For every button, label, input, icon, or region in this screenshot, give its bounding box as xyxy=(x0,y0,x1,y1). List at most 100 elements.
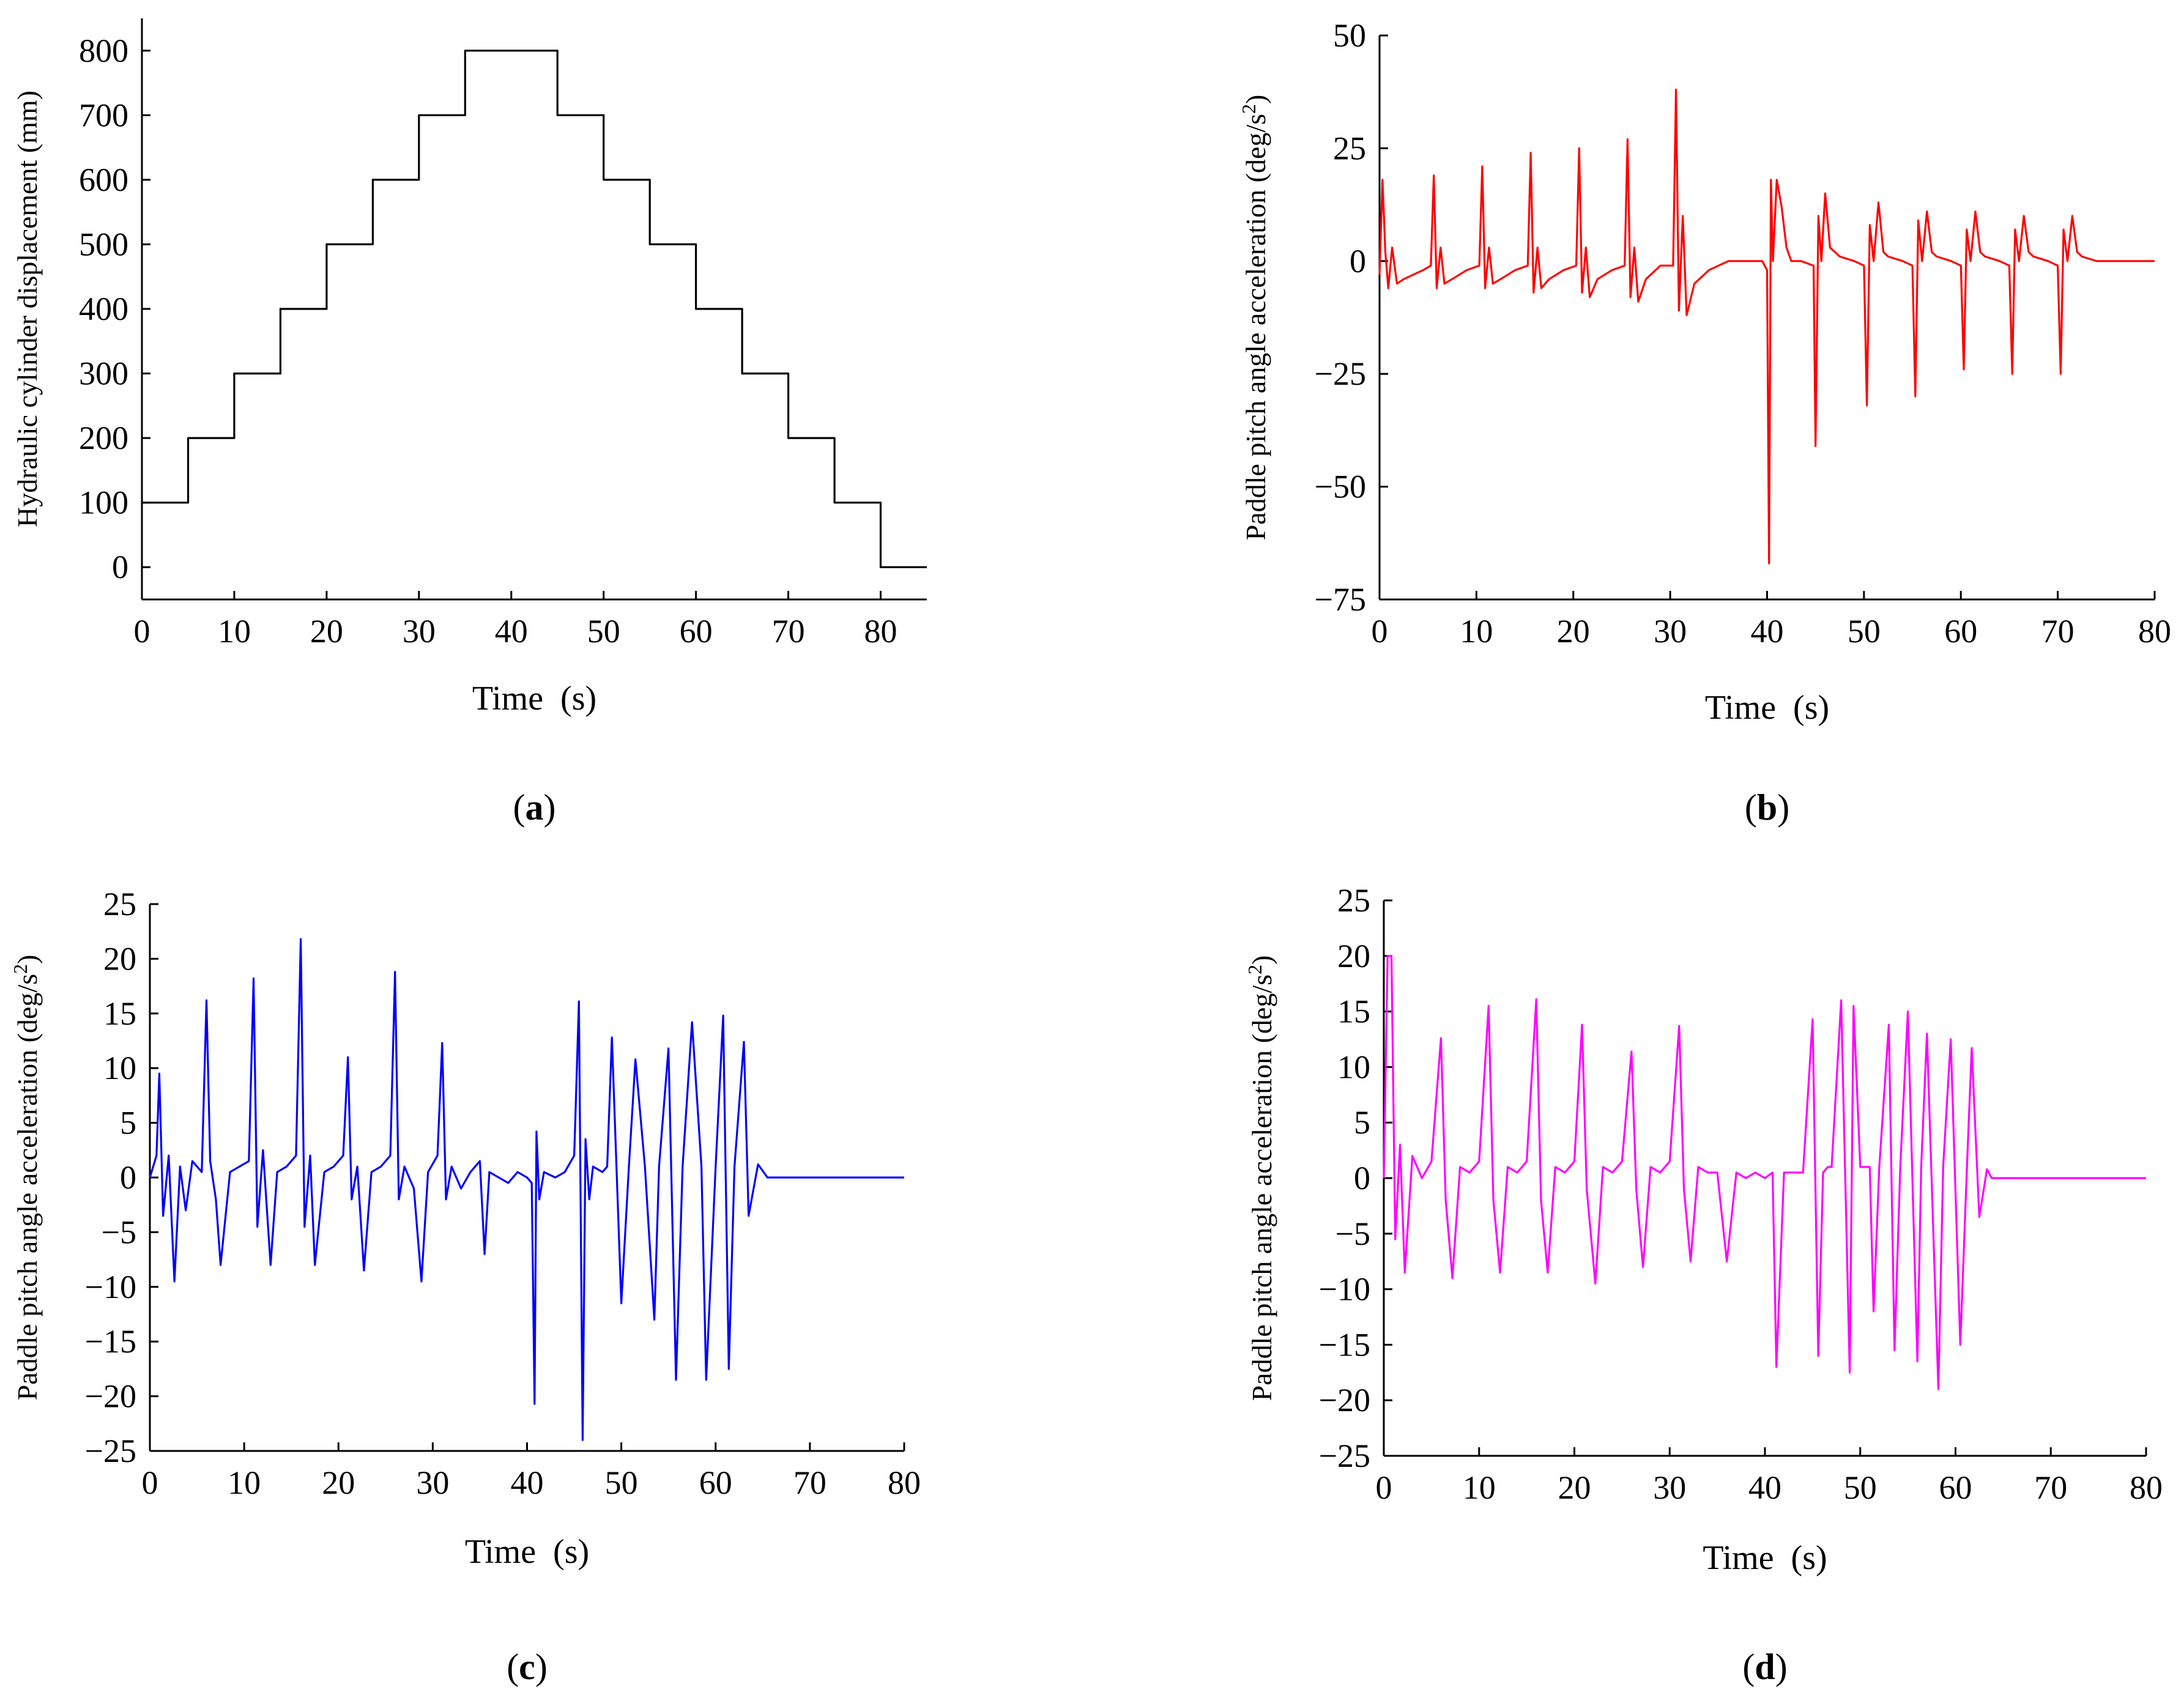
y-axis-title-end: ) xyxy=(12,955,43,964)
x-tick-label: 60 xyxy=(680,613,713,650)
x-axis-title: Time (s) xyxy=(465,1533,589,1571)
y-tick-label: 0 xyxy=(120,1159,136,1196)
y-tick-label: 500 xyxy=(79,226,128,262)
x-tick-label: 50 xyxy=(587,613,620,650)
x-tick-label: 20 xyxy=(310,613,343,650)
x-tick-label: 80 xyxy=(888,1464,921,1501)
series-line xyxy=(1383,955,2146,1390)
y-tick-label: 10 xyxy=(103,1050,136,1086)
x-tick-label: 80 xyxy=(864,613,897,650)
y-tick-label: 600 xyxy=(79,161,128,198)
panel-caption: (a) xyxy=(513,787,556,828)
caption-close-paren: ) xyxy=(535,1647,548,1687)
caption-letter: d xyxy=(1755,1647,1775,1687)
y-tick-label: −5 xyxy=(102,1214,136,1250)
x-tick-label: 0 xyxy=(134,613,150,650)
caption-open-paren: ( xyxy=(1742,1647,1755,1687)
caption-open-paren: ( xyxy=(1745,787,1757,828)
y-tick-label: 0 xyxy=(112,549,128,585)
x-tick-label: 70 xyxy=(2034,1469,2067,1506)
x-tick-label: 60 xyxy=(1944,613,1977,650)
x-tick-label: 40 xyxy=(495,613,528,650)
x-tick-label: 10 xyxy=(218,613,251,650)
series-line xyxy=(149,938,904,1441)
y-tick-label: 0 xyxy=(1354,1160,1370,1196)
x-tick-label: 80 xyxy=(2138,613,2171,650)
y-axis-title: Hydraulic cylinder displacement (mm) xyxy=(12,91,43,527)
x-tick-label: 0 xyxy=(142,1464,158,1501)
y-tick-label: 25 xyxy=(1333,130,1366,166)
caption-letter: c xyxy=(519,1647,535,1687)
x-tick-label: 20 xyxy=(1558,1469,1591,1506)
panel-a: 0 10 20 30 40 50 60 70 8001002003004005006007008… xyxy=(12,18,927,828)
y-tick-label: 25 xyxy=(1337,882,1370,919)
y-tick-label: −50 xyxy=(1315,469,1366,505)
x-tick-label: 30 xyxy=(403,613,436,650)
y-tick-label: 5 xyxy=(120,1105,136,1141)
y-axis-title: Paddle pitch angle acceleration (deg/s2) xyxy=(1244,955,1277,1401)
y-tick-label: 20 xyxy=(1337,938,1370,974)
panel-b: 0 10 20 30 40 50 60 70 80 −75 −50 −25 0 25 50 Time (s) P… xyxy=(1238,17,2171,828)
caption-open-paren: ( xyxy=(507,1647,519,1687)
x-tick-label: 10 xyxy=(228,1464,261,1501)
y-axis-title-superscript: 2 xyxy=(9,964,31,974)
x-tick-label: 40 xyxy=(1751,613,1784,650)
y-axis-title-main: Paddle pitch angle acceleration (deg/s xyxy=(1246,974,1277,1401)
y-axis-title: Paddle pitch angle acceleration (deg/s2) xyxy=(9,955,43,1401)
x-tick-label: 20 xyxy=(1557,613,1590,650)
y-axis-title-end: ) xyxy=(1240,95,1271,104)
caption-letter: b xyxy=(1757,787,1777,828)
x-tick-label: 30 xyxy=(1653,1469,1686,1506)
panel-c: 0 10 20 30 40 50 60 70 80 −25 −20 −15 −10 −5 0 5 10 15 20 2… xyxy=(9,886,921,1687)
y-axis-title-superscript: 2 xyxy=(1244,965,1266,974)
x-tick-label: 20 xyxy=(322,1464,355,1501)
y-tick-label: −20 xyxy=(1319,1382,1370,1419)
x-tick-label: 50 xyxy=(1848,613,1881,650)
x-tick-label: 70 xyxy=(772,613,805,650)
x-tick-label: 10 xyxy=(1460,613,1493,650)
caption-letter: a xyxy=(526,787,544,828)
x-tick-label: 10 xyxy=(1463,1469,1496,1506)
y-tick-label: 100 xyxy=(79,484,128,521)
x-tick-label: 60 xyxy=(699,1464,732,1501)
x-axis-title: Time (s) xyxy=(1703,1539,1827,1577)
y-tick-label: −25 xyxy=(1319,1437,1370,1474)
y-tick-label: −15 xyxy=(1319,1326,1370,1363)
y-tick-label: 800 xyxy=(79,32,128,69)
caption-close-paren: ) xyxy=(1775,1647,1788,1687)
x-tick-label: 40 xyxy=(1748,1469,1781,1506)
y-axis-title-end: ) xyxy=(1246,955,1277,965)
panel-caption: (d) xyxy=(1742,1647,1787,1687)
caption-close-paren: ) xyxy=(544,787,556,828)
x-axis-title: Time (s) xyxy=(472,680,596,718)
y-tick-label: −10 xyxy=(1319,1271,1370,1308)
panel-caption: (c) xyxy=(507,1647,548,1687)
x-tick-label: 70 xyxy=(793,1464,826,1501)
y-tick-label: −75 xyxy=(1315,581,1366,618)
y-tick-label: −5 xyxy=(1335,1215,1370,1252)
x-tick-label: 30 xyxy=(416,1464,449,1501)
y-tick-label: −25 xyxy=(85,1433,136,1469)
y-axis-title-superscript: 2 xyxy=(1238,104,1260,114)
y-tick-label: 400 xyxy=(79,291,128,327)
series-line xyxy=(1378,88,2155,565)
y-tick-label: 700 xyxy=(79,97,128,133)
x-tick-label: 0 xyxy=(1376,1469,1392,1506)
panel-caption: (b) xyxy=(1745,787,1789,828)
x-tick-label: 70 xyxy=(2041,613,2074,650)
y-tick-label: 200 xyxy=(79,420,128,456)
x-tick-label: 60 xyxy=(1939,1469,1972,1506)
x-axis-title: Time (s) xyxy=(1705,689,1829,727)
y-tick-label: −10 xyxy=(85,1269,136,1305)
y-tick-label: 10 xyxy=(1337,1048,1370,1085)
y-tick-label: −20 xyxy=(85,1378,136,1415)
panel-d: 0 10 20 30 40 50 60 70 80 −25 −20 −15 −10 −5 0 5 10 15 20 2… xyxy=(1244,882,2163,1687)
x-tick-label: 50 xyxy=(605,1464,638,1501)
y-tick-label: 20 xyxy=(103,940,136,977)
y-tick-label: −15 xyxy=(85,1323,136,1360)
y-tick-label: 5 xyxy=(1354,1104,1370,1141)
y-axis-title-main: Paddle pitch angle acceleration (deg/s xyxy=(1240,114,1271,540)
caption-close-paren: ) xyxy=(1777,787,1789,828)
series-line xyxy=(142,50,927,568)
